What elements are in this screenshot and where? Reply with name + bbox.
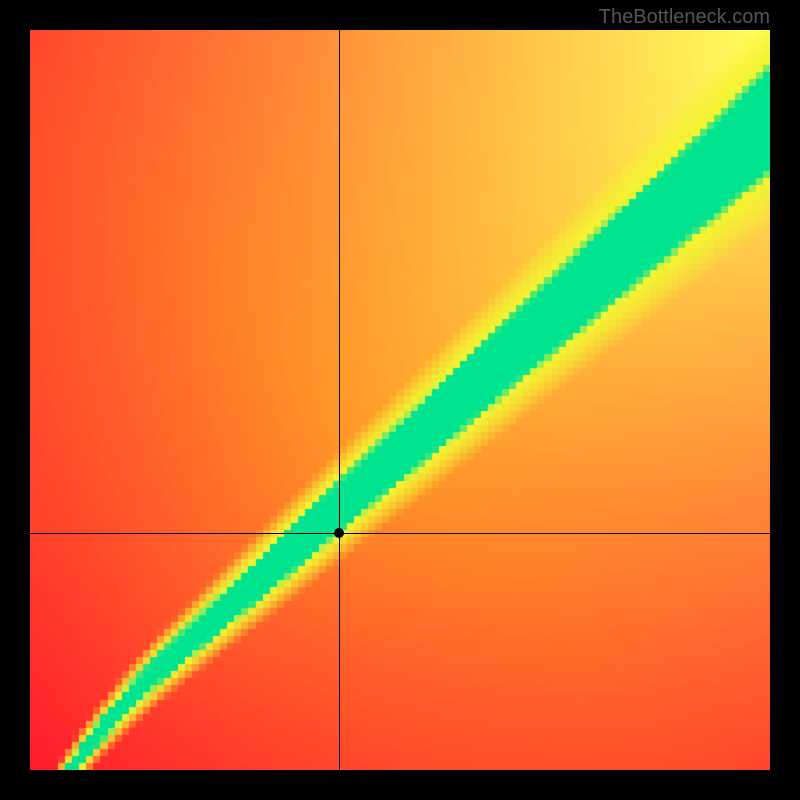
crosshair-horizontal — [30, 533, 770, 534]
watermark-text: TheBottleneck.com — [599, 6, 770, 29]
crosshair-vertical — [339, 30, 340, 770]
heatmap-canvas — [30, 30, 770, 770]
heatmap-chart — [30, 30, 770, 770]
crosshair-marker — [334, 528, 344, 538]
